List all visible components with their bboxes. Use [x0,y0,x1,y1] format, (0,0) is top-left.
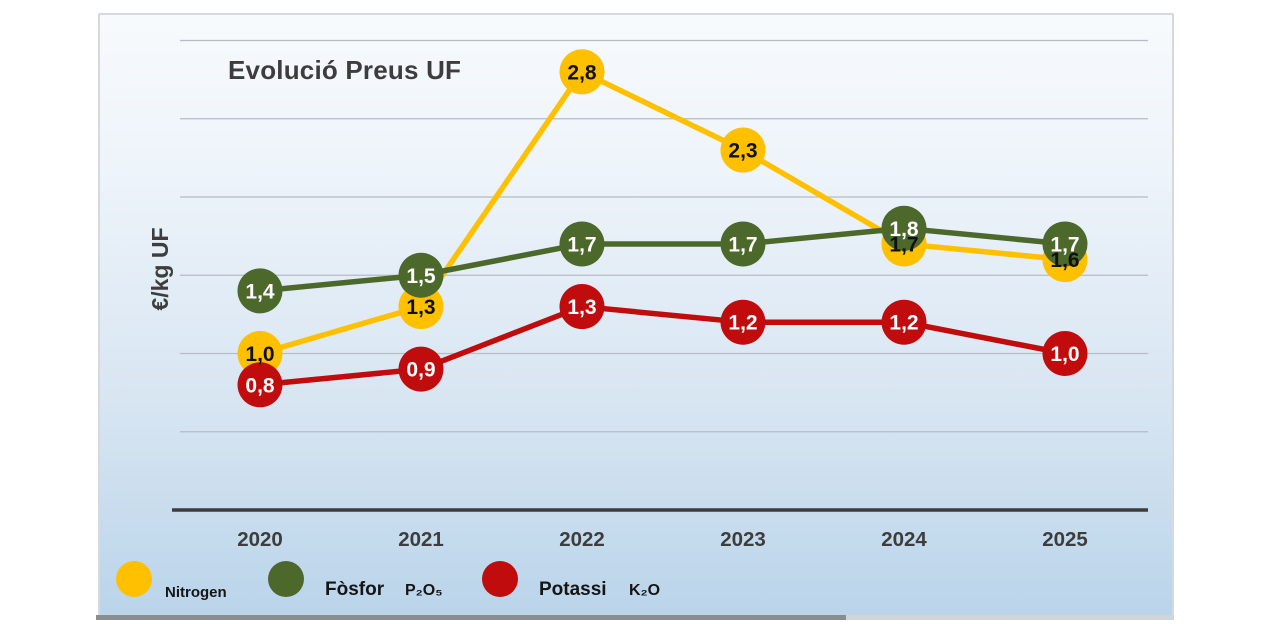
data-point-potassi-2025 [1042,331,1088,376]
x-tick-label-2022: 2022 [559,528,605,551]
data-point-nitrogen-2020 [237,331,283,376]
data-label-fòsfor-2022: 1,7 [567,233,596,256]
x-tick-label-2023: 2023 [720,528,766,551]
data-point-fòsfor-2021 [398,252,444,298]
data-label-fòsfor-2023: 1,7 [728,233,757,256]
data-label-potassi-2025: 1,0 [1050,343,1079,366]
data-point-potassi-2020 [237,362,283,408]
data-label-potassi-2023: 1,2 [728,312,757,335]
data-label-fòsfor-2024: 1,8 [889,218,919,241]
data-label-nitrogen-2023: 2,3 [728,140,757,163]
data-point-potassi-2021 [398,346,444,392]
y-axis-label: €/kg UF [147,227,173,311]
data-point-nitrogen-2022 [559,49,605,95]
plot-area: 1,01,32,82,31,71,61,41,51,7 1,71,81,70,80… [172,39,1148,551]
data-point-fòsfor-2022 [559,221,605,267]
data-label-potassi-2022: 1,3 [567,296,596,319]
series-line-potassi [257,303,1068,388]
data-point-fòsfor-2025 [1042,221,1088,267]
data-label-fòsfor-2025: 1,7 [1050,233,1079,256]
x-tick-label-2020: 2020 [237,528,283,551]
data-point-nitrogen-2021 [398,284,444,330]
data-point-potassi-2022 [559,284,605,330]
x-tick-label-2025: 2025 [1042,528,1088,551]
data-label-potassi-2024: 1,2 [889,312,918,335]
data-label-nitrogen-2021: 1,3 [406,296,435,319]
data-point-fòsfor-2020 [237,268,283,314]
data-label-nitrogen-2025: 1,6 [1050,249,1079,272]
data-point-potassi-2024 [881,299,927,345]
bottom-edge-dark [96,615,846,620]
x-tick-label-2024: 2024 [881,528,927,551]
bottom-edge-light [846,615,1174,620]
chart-title: Evolució Preus UF [228,55,462,85]
data-point-potassi-2023 [720,299,766,345]
data-point-fòsfor-2024 [881,205,927,251]
data-label-nitrogen-2020: 1,0 [245,343,274,366]
series-line-nitrogen [257,69,1068,357]
chart-card: 1,0 1,3 2,8 2,3 1,7 1,6 1,4 1,5 1,7 1,7 1,8 1,7 0,8 0… [98,13,1174,618]
data-label-nitrogen-2022: 2,8 [567,61,597,84]
data-point-fòsfor-2023 [720,221,766,267]
data-label-nitrogen-2024: 1,7 [889,233,918,256]
data-label-potassi-2021: 0,9 [406,359,435,382]
data-label-potassi-2020: 0,8 [245,374,275,397]
series-line-fòsfor [257,225,1068,294]
data-point-nitrogen-2023 [720,127,766,173]
x-tick-label-2021: 2021 [398,528,444,551]
data-label-fòsfor-2021: 1,5 [406,265,436,288]
data-label-fòsfor-2020: 1,4 [245,280,275,303]
